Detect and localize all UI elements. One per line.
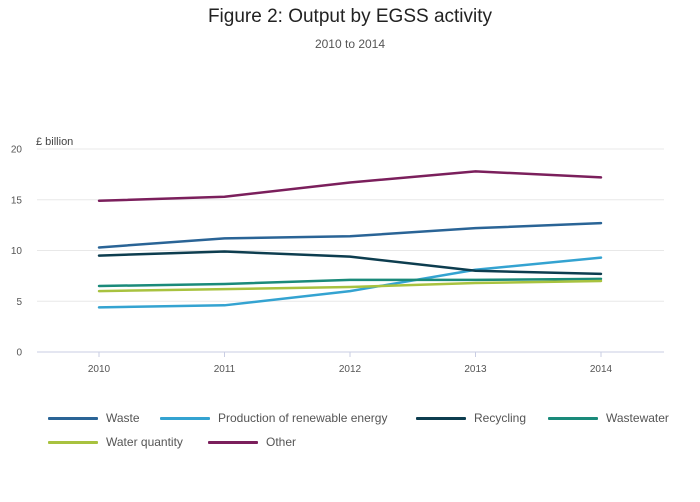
data-point-other[interactable] <box>472 167 480 175</box>
y-axis-label: £ billion <box>36 136 74 148</box>
series-line-waste[interactable] <box>97 221 603 249</box>
data-point-waste[interactable] <box>346 232 354 240</box>
legend-swatch-renewable-energy <box>160 416 210 420</box>
y-tick-label: 0 <box>16 348 22 359</box>
legend-item-recycling[interactable]: Recycling <box>416 411 548 425</box>
legend-swatch-recycling <box>416 416 466 420</box>
legend-row-1: Waste Production of renewable energy Rec… <box>48 406 688 430</box>
data-point-water-quantity[interactable] <box>95 287 103 295</box>
legend-label-recycling: Recycling <box>474 411 527 425</box>
data-point-waste[interactable] <box>597 219 605 227</box>
x-tick-label: 2011 <box>214 364 236 375</box>
data-point-waste[interactable] <box>221 234 229 242</box>
legend-item-other[interactable]: Other <box>208 435 296 449</box>
legend-swatch-water-quantity <box>48 440 98 444</box>
data-point-production-of-renewable-energy[interactable] <box>95 303 103 311</box>
legend-label-renewable-energy: Production of renewable energy <box>218 411 388 425</box>
chart-title: Figure 2: Output by EGSS activity <box>207 6 493 27</box>
legend-label-waste: Waste <box>106 411 140 425</box>
data-point-recycling[interactable] <box>221 248 229 256</box>
x-tick-label: 2010 <box>88 364 111 375</box>
y-tick-label: 20 <box>11 145 23 156</box>
x-tick-label: 2012 <box>339 364 362 375</box>
x-axis-ticks: 2010 2011 2012 2013 2014 <box>88 352 613 375</box>
series-line-production-of-renewable-energy[interactable] <box>97 256 603 309</box>
data-point-recycling[interactable] <box>472 267 480 275</box>
legend-item-waste[interactable]: Waste <box>48 411 160 425</box>
y-tick-label: 15 <box>11 195 23 206</box>
data-point-recycling[interactable] <box>95 252 103 260</box>
legend-label-wastewater: Wastewater <box>606 411 669 425</box>
legend-swatch-wastewater <box>548 416 598 420</box>
legend: Waste Production of renewable energy Rec… <box>48 406 688 454</box>
x-tick-label: 2014 <box>590 364 613 375</box>
data-point-water-quantity[interactable] <box>346 283 354 291</box>
y-tick-label: 10 <box>11 246 23 257</box>
legend-item-water-quantity[interactable]: Water quantity <box>48 435 208 449</box>
data-point-other[interactable] <box>346 178 354 186</box>
legend-swatch-other <box>208 440 258 444</box>
data-point-other[interactable] <box>597 173 605 181</box>
legend-row-2: Water quantity Other <box>48 430 688 454</box>
series-line-other[interactable] <box>97 170 603 203</box>
x-tick-label: 2013 <box>464 364 487 375</box>
data-point-other[interactable] <box>95 197 103 205</box>
y-axis-ticks: 0 5 10 15 20 <box>11 145 23 359</box>
line-chart: 0 5 10 15 20 2010 2011 2012 2013 2014 <box>11 145 664 375</box>
legend-item-wastewater[interactable]: Wastewater <box>548 411 669 425</box>
legend-label-other: Other <box>266 435 297 449</box>
legend-label-water-quantity: Water quantity <box>106 435 183 449</box>
data-point-other[interactable] <box>221 193 229 201</box>
y-tick-label: 5 <box>16 297 22 308</box>
series-line-recycling[interactable] <box>97 250 603 276</box>
data-point-wastewater[interactable] <box>346 276 354 284</box>
chart-subtitle: 2010 to 2014 <box>314 37 386 51</box>
series-line-water-quantity[interactable] <box>97 279 603 293</box>
data-point-waste[interactable] <box>472 224 480 232</box>
legend-swatch-waste <box>48 416 98 420</box>
data-point-water-quantity[interactable] <box>597 277 605 285</box>
series-line-wastewater[interactable] <box>97 277 603 288</box>
data-point-waste[interactable] <box>95 243 103 251</box>
data-point-production-of-renewable-energy[interactable] <box>597 254 605 262</box>
data-point-water-quantity[interactable] <box>472 279 480 287</box>
data-point-recycling[interactable] <box>346 253 354 261</box>
data-point-water-quantity[interactable] <box>221 285 229 293</box>
series-lines <box>95 167 605 311</box>
data-point-production-of-renewable-energy[interactable] <box>221 301 229 309</box>
legend-item-renewable-energy[interactable]: Production of renewable energy <box>160 411 416 425</box>
